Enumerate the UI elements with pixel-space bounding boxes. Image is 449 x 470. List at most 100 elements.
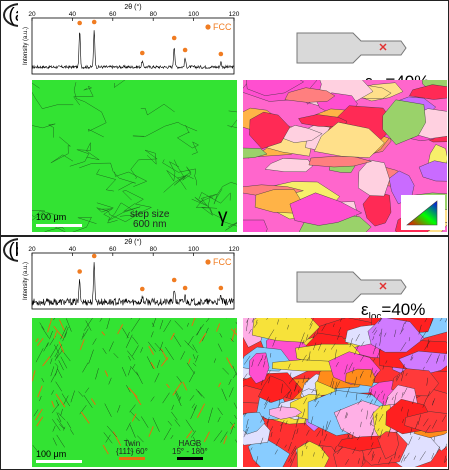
ipf-twin-line [369,399,373,405]
ipf-twin-line [335,381,338,389]
scale-label-b: 100 μm [36,449,67,459]
hagb-boundary [56,412,62,423]
hagb-boundary [156,359,161,369]
ipf-twin-line [318,440,322,447]
ipf-twin-line [330,378,334,387]
hagb-boundary [185,419,195,432]
hagb-boundary [59,423,65,429]
ipf-twin-line [370,367,373,378]
fcc-peak-marker [171,277,177,283]
ipf-twin-line [266,318,268,320]
hagb-boundary [56,400,59,406]
scale-label-a: 100 μm [36,212,67,222]
ipf-twin-line [246,320,249,332]
ipf-twin-line [260,437,264,445]
twin-boundary [131,413,137,422]
ipf-twin-line [379,429,383,439]
ipf-twin-line [344,364,348,375]
location-marker-a [379,43,387,51]
hagb-boundary [50,366,55,377]
ipf-twin-line [257,358,262,367]
ipf-twin-line [301,339,305,345]
ipf-twin-line [360,355,365,362]
location-marker-b [379,282,387,290]
ipf-twin-line [331,381,335,389]
hagb-boundary [83,394,93,408]
hagb-boundary [113,353,119,359]
ipf-twin-line [289,381,291,385]
grain-boundary [228,110,237,128]
ipf-twin-line [445,318,447,323]
ipf-twin-line [374,391,376,397]
hagb-boundary [85,320,92,331]
ipf-twin-line [374,413,378,418]
ipf-twin-line [373,358,376,362]
ipf-twin-line [349,338,353,348]
hagb-boundary [88,349,94,364]
hagb-boundary [60,356,68,369]
hagb-boundary [213,358,216,363]
ipf-twin-line [371,318,373,319]
xrd-axes-frame [31,17,235,75]
fcc-peak-marker [139,286,145,292]
ipf-twin-line [305,334,309,340]
hagb-boundary [197,390,205,399]
ipf-twin-line [401,322,405,332]
ipf-twin-line [384,332,387,337]
ipf-twin-line [391,396,394,401]
hagb-boundary [99,318,103,322]
hagb-boundary [79,405,87,415]
fcc-peak-marker [91,253,97,259]
hagb-boundary [106,425,117,438]
ipf-twin-line [380,328,383,337]
ipf-twin-line [345,387,350,398]
fcc-legend-label: FCC [213,22,232,32]
ipf-twin-line [290,459,293,463]
ipf-twin-line [336,446,343,455]
ipf-twin-line [352,447,357,454]
hagb-boundary [58,360,64,371]
ipf-grain [382,99,426,145]
ipf-twin-line [322,451,325,459]
ipf-twin-line [357,435,361,441]
ipf-twin-line [260,379,264,386]
ipf-twin-line [399,328,404,335]
ipf-twin-line [401,406,403,412]
ipf-twin-line [255,456,259,465]
ipf-map-a [243,80,447,232]
ipf-twin-line [316,430,321,437]
xrd-diffraction-curve [31,30,235,70]
ipf-twin-line [420,336,423,341]
ipf-twin-line [403,387,408,396]
ipf-twin-line [366,410,368,420]
twin-boundary [166,383,170,389]
hagb-boundary [104,403,112,417]
ipf-twin-line [388,457,393,465]
ipf-twin-line [274,449,278,455]
hagb-boundary [41,326,50,338]
twin-boundary [128,387,138,398]
hagb-boundary [159,341,164,352]
hagb-boundary [147,341,156,352]
hagb-boundary [56,349,64,359]
hagb-boundary [235,439,237,443]
hagb-boundary [213,430,223,442]
hagb-boundary [151,322,155,328]
twin-legend-swatch [118,457,145,460]
ipf-twin-line [422,366,425,370]
grain-boundary [114,171,148,187]
ipf-twin-line [405,452,410,459]
ipf-grain [377,431,399,460]
hagb-boundary [232,372,237,379]
xrd-tick-label: 120 [229,11,240,18]
xrd-tick-label: 20 [28,246,36,253]
ipf-twin-line [351,432,354,439]
ipf-twin-line [422,397,427,408]
hagb-boundary [191,403,195,409]
grain-boundary [191,193,218,209]
ipf-twin-line [333,445,337,453]
ipf-twin-line [401,370,404,382]
hagb-boundary [171,404,174,411]
fcc-peak-marker [218,51,224,57]
xrd-axis-title: 2θ (°) [124,3,141,11]
